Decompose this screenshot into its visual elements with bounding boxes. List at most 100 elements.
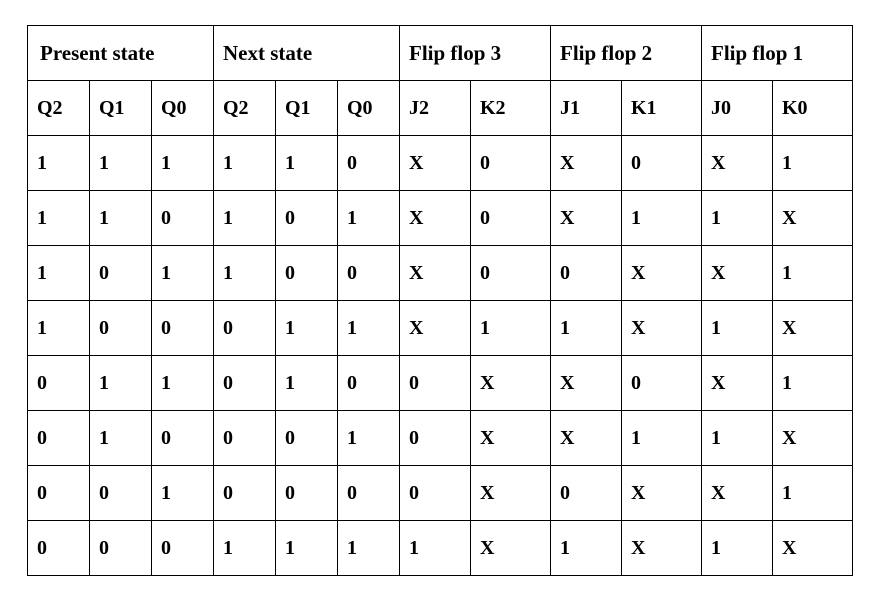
table-cell: 0: [151, 520, 214, 576]
table-cell: 1: [399, 520, 471, 576]
table-cell: 0: [151, 190, 214, 246]
table-cell: 1: [550, 300, 622, 356]
table-cell: 1: [27, 245, 90, 301]
table-cell: X: [621, 520, 702, 576]
column-header-j0: J0: [701, 80, 773, 136]
table-cell: 0: [275, 410, 338, 466]
table-cell: 1: [701, 410, 773, 466]
table-cell: X: [621, 300, 702, 356]
table-cell: 1: [27, 190, 90, 246]
table-cell: 1: [213, 190, 276, 246]
table-cell: X: [470, 355, 551, 411]
table-cell: 1: [275, 135, 338, 191]
table-cell: 1: [772, 355, 853, 411]
table-cell: 0: [337, 245, 400, 301]
table-cell: 1: [337, 190, 400, 246]
table-cell: X: [399, 190, 471, 246]
group-header-flip-flop-2: Flip flop 2: [550, 25, 702, 81]
table-cell: 1: [337, 520, 400, 576]
table-cell: X: [550, 355, 622, 411]
table-cell: 0: [89, 300, 152, 356]
table-cell: 1: [89, 190, 152, 246]
column-header-present-q0: Q0: [151, 80, 214, 136]
table-cell: 1: [701, 190, 773, 246]
table-cell: X: [470, 410, 551, 466]
table-cell: 0: [89, 465, 152, 521]
table-cell: 1: [701, 300, 773, 356]
table-cell: X: [701, 135, 773, 191]
group-header-present-state: Present state: [27, 25, 214, 81]
table-cell: 0: [27, 520, 90, 576]
table-cell: 0: [213, 300, 276, 356]
column-header-next-q2: Q2: [213, 80, 276, 136]
table-cell: 1: [772, 465, 853, 521]
table-cell: 1: [213, 245, 276, 301]
column-header-next-q1: Q1: [275, 80, 338, 136]
column-header-next-q0: Q0: [337, 80, 400, 136]
column-header-k1: K1: [621, 80, 702, 136]
table-cell: X: [772, 300, 853, 356]
table-cell: 0: [89, 245, 152, 301]
table-cell: X: [399, 245, 471, 301]
table-cell: 0: [470, 135, 551, 191]
table-cell: 1: [337, 410, 400, 466]
table-cell: 1: [213, 135, 276, 191]
table-cell: X: [701, 465, 773, 521]
table-cell: 0: [27, 465, 90, 521]
column-header-k0: K0: [772, 80, 853, 136]
table-cell: 1: [89, 135, 152, 191]
table-cell: 0: [213, 410, 276, 466]
group-header-next-state: Next state: [213, 25, 400, 81]
table-cell: 1: [151, 355, 214, 411]
table-cell: X: [550, 190, 622, 246]
group-header-flip-flop-1: Flip flop 1: [701, 25, 853, 81]
table-cell: X: [399, 135, 471, 191]
column-header-k2: K2: [470, 80, 551, 136]
table-cell: 0: [621, 135, 702, 191]
column-header-present-q1: Q1: [89, 80, 152, 136]
table-cell: 1: [701, 520, 773, 576]
table-cell: 1: [151, 245, 214, 301]
table-cell: 0: [470, 245, 551, 301]
table-cell: 0: [550, 465, 622, 521]
table-cell: 0: [470, 190, 551, 246]
table-cell: 1: [621, 410, 702, 466]
table-cell: 1: [89, 355, 152, 411]
excitation-table: Present state Next state Flip flop 3 Fli…: [27, 25, 853, 576]
table-cell: X: [772, 190, 853, 246]
table-cell: 0: [399, 410, 471, 466]
table-cell: 1: [470, 300, 551, 356]
table-cell: 0: [89, 520, 152, 576]
table-cell: X: [772, 520, 853, 576]
group-header-row: Present state Next state Flip flop 3 Fli…: [27, 25, 853, 81]
table-cell: 0: [337, 135, 400, 191]
table-cell: 0: [151, 410, 214, 466]
table-cell: 1: [27, 135, 90, 191]
table-cell: 1: [151, 135, 214, 191]
column-header-row: Q2 Q1 Q0 Q2 Q1 Q0 J2 K2 J1 K1 J0 K0: [27, 80, 853, 136]
table-cell: 1: [275, 355, 338, 411]
table-cell: X: [701, 245, 773, 301]
table-cell: 0: [275, 465, 338, 521]
column-header-j1: J1: [550, 80, 622, 136]
table-cell: 1: [151, 465, 214, 521]
table-cell: 0: [275, 190, 338, 246]
table-body: Present state Next state Flip flop 3 Fli…: [27, 25, 853, 576]
table-cell: 1: [550, 520, 622, 576]
table-cell: X: [550, 410, 622, 466]
table-cell: X: [399, 300, 471, 356]
table-cell: 0: [213, 355, 276, 411]
table-cell: 0: [151, 300, 214, 356]
table-cell: X: [621, 465, 702, 521]
table-cell: 1: [275, 300, 338, 356]
table-cell: 1: [275, 520, 338, 576]
table-cell: 0: [337, 465, 400, 521]
table-cell: 0: [27, 355, 90, 411]
table-cell: 0: [399, 465, 471, 521]
table-cell: X: [470, 465, 551, 521]
